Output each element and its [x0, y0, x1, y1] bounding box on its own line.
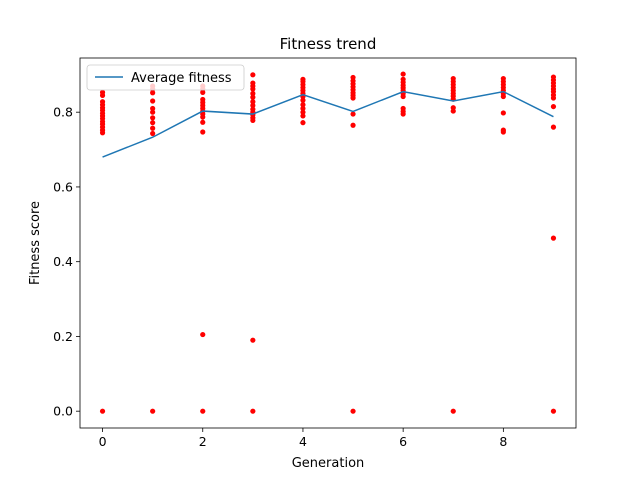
- y-axis-ticks: 0.0 0.2 0.4 0.6 0.8: [53, 105, 80, 419]
- scatter-point: [300, 109, 306, 115]
- scatter-series: [99, 71, 557, 414]
- scatter-point: [99, 99, 106, 105]
- legend-box: [86, 64, 245, 91]
- scatter-point: [250, 72, 256, 78]
- scatter-point: [450, 105, 456, 111]
- scatter-point: [350, 74, 356, 81]
- scatter-point: [300, 120, 306, 126]
- scatter-point: [150, 90, 156, 96]
- scatter-point: [300, 97, 306, 103]
- x-tick-label: 0: [99, 434, 107, 449]
- axes-spines: [79, 57, 577, 429]
- scatter-point: [99, 89, 106, 95]
- scatter-point: [300, 113, 306, 119]
- scatter-point: [350, 111, 356, 117]
- scatter-point: [250, 90, 256, 97]
- scatter-point: [150, 115, 156, 121]
- scatter-point: [450, 75, 456, 82]
- scatter-point: [300, 76, 306, 82]
- scatter-point: [250, 94, 256, 100]
- x-tick-label: 2: [199, 434, 207, 449]
- y-tick-label: 0.6: [53, 179, 73, 194]
- scatter-point: [250, 337, 256, 343]
- scatter-point: [300, 105, 306, 112]
- scatter-point: [550, 408, 557, 414]
- scatter-point: [150, 109, 156, 115]
- scatter-point: [150, 408, 156, 414]
- scatter-point: [250, 99, 256, 105]
- scatter-point: [300, 102, 306, 108]
- x-axis-ticks: 0 2 4 6 8: [99, 428, 507, 449]
- scatter-point: [150, 98, 156, 104]
- scatter-point: [200, 331, 206, 338]
- scatter-point: [250, 102, 256, 109]
- plot-area: [80, 58, 576, 428]
- scatter-point: [450, 408, 456, 414]
- scatter-point: [250, 106, 256, 112]
- scatter-point: [200, 119, 206, 125]
- scatter-point: [350, 122, 356, 128]
- scatter-point: [150, 125, 156, 131]
- average-fitness-line: [102, 90, 554, 158]
- legend-entry-average-fitness: Average fitness: [131, 71, 232, 86]
- scatter-point: [500, 75, 506, 82]
- scatter-point: [150, 130, 156, 137]
- scatter-point: [200, 408, 206, 414]
- scatter-point: [500, 110, 506, 116]
- scatter-point: [550, 124, 557, 130]
- scatter-point: [550, 235, 557, 241]
- scatter-point: [150, 105, 156, 112]
- scatter-point: [400, 76, 406, 82]
- y-tick-label: 0.8: [53, 105, 73, 120]
- x-axis-label: Generation: [292, 456, 365, 471]
- x-tick-label: 4: [299, 434, 307, 449]
- scatter-point: [99, 408, 106, 414]
- scatter-point: [200, 129, 206, 135]
- scatter-point: [550, 103, 557, 110]
- y-tick-label: 0.2: [53, 329, 73, 344]
- y-tick-label: 0.0: [53, 404, 73, 419]
- scatter-point: [400, 105, 406, 112]
- scatter-point: [400, 71, 406, 77]
- scatter-point: [500, 127, 506, 133]
- x-tick-label: 8: [499, 434, 507, 449]
- y-axis-label: Fitness score: [28, 201, 43, 285]
- plot-background: [80, 58, 576, 428]
- scatter-point: [350, 408, 356, 414]
- scatter-point: [200, 96, 206, 103]
- axes-border: [79, 57, 577, 429]
- scatter-point: [250, 80, 256, 86]
- chart-title: Fitness trend: [280, 35, 377, 53]
- scatter-point: [250, 408, 256, 414]
- scatter-point: [550, 74, 557, 80]
- x-tick-label: 6: [399, 434, 407, 449]
- y-tick-label: 0.4: [53, 254, 73, 269]
- legend: Average fitness: [86, 64, 245, 91]
- scatter-point: [150, 120, 156, 126]
